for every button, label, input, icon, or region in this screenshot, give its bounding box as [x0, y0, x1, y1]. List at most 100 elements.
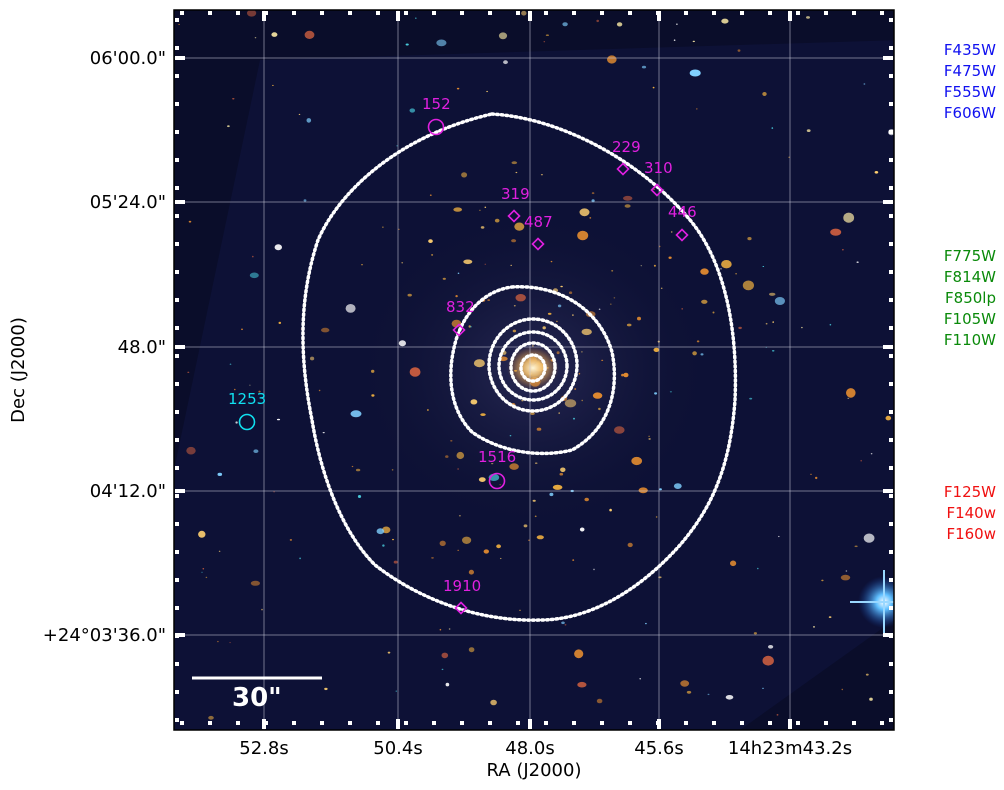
frame-tick — [889, 354, 893, 358]
frame-tick — [600, 11, 604, 15]
galaxy — [737, 49, 741, 52]
galaxy — [692, 351, 697, 356]
galaxy — [511, 239, 517, 243]
galaxy — [448, 628, 451, 630]
galaxy — [639, 678, 641, 680]
frame-tick — [572, 11, 576, 15]
galaxy — [860, 459, 862, 462]
galaxy — [515, 171, 518, 174]
diamond-marker — [454, 601, 468, 615]
galaxy — [249, 272, 259, 279]
galaxy — [463, 259, 473, 265]
frame-tick — [880, 721, 884, 725]
frame-tick — [175, 242, 179, 246]
galaxy — [510, 264, 512, 266]
frame-tick — [376, 11, 380, 15]
circle-marker — [238, 413, 256, 431]
galaxy — [616, 22, 623, 27]
galaxy — [441, 668, 444, 671]
galaxy — [581, 351, 583, 353]
object-marker-487: 487 — [524, 213, 553, 251]
galaxy — [593, 568, 595, 571]
galaxy — [556, 320, 558, 322]
galaxy — [201, 571, 203, 573]
galaxy — [250, 580, 260, 586]
y-tick-label: 04'12.0" — [90, 481, 166, 502]
galaxy — [229, 363, 232, 365]
frame-tick — [889, 690, 893, 694]
frame-tick — [889, 326, 893, 330]
galaxy — [457, 468, 459, 470]
galaxy — [198, 530, 206, 538]
galaxy — [856, 261, 859, 263]
galaxy — [247, 10, 257, 17]
galaxy — [490, 699, 497, 706]
galaxy — [614, 426, 625, 434]
frame-tick — [292, 721, 296, 725]
galaxy — [512, 329, 517, 333]
frame-tick — [889, 718, 893, 722]
filter-label-blue: F606W — [944, 104, 996, 122]
frame-tick — [460, 11, 464, 15]
galaxy — [345, 304, 356, 313]
galaxy — [863, 533, 875, 543]
galaxy — [461, 172, 468, 178]
galaxy — [205, 576, 208, 579]
galaxy — [558, 412, 560, 414]
galaxy — [771, 127, 774, 129]
galaxy — [689, 69, 701, 77]
object-marker-832: 832 — [446, 298, 475, 337]
galaxy — [453, 207, 463, 212]
galaxy — [640, 265, 643, 267]
filter-label-green: F110W — [944, 331, 996, 349]
frame-tick — [348, 11, 352, 15]
y-tick-label: 06'00.0" — [90, 48, 166, 69]
galaxy — [830, 228, 842, 236]
major-tick — [175, 200, 185, 204]
galaxy — [450, 440, 453, 442]
frame-tick — [889, 494, 893, 498]
frame-tick — [236, 721, 240, 725]
galaxy — [254, 37, 257, 39]
circle-marker — [427, 118, 445, 136]
filter-label-red: F125W — [944, 483, 996, 501]
filter-label-green: F105W — [944, 310, 996, 328]
galaxy — [409, 108, 416, 113]
galaxy — [401, 262, 404, 264]
galaxy — [738, 326, 742, 330]
galaxy — [393, 560, 398, 564]
galaxy — [442, 277, 446, 280]
galaxy — [521, 10, 527, 16]
galaxy — [304, 30, 315, 39]
galaxy — [371, 369, 375, 373]
galaxy — [407, 293, 412, 297]
galaxy — [549, 492, 554, 497]
x-tick-label: 45.6s — [634, 738, 683, 759]
galaxy — [584, 497, 589, 502]
galaxy — [569, 291, 573, 295]
galaxy — [457, 549, 460, 551]
galaxy — [692, 40, 695, 43]
galaxy — [579, 208, 590, 217]
galaxy — [415, 17, 417, 19]
galaxy — [842, 249, 844, 251]
galaxy — [445, 682, 450, 687]
galaxy — [801, 326, 803, 329]
major-tick — [788, 719, 792, 729]
galaxy — [357, 495, 362, 498]
galaxy — [771, 350, 775, 352]
galaxy — [653, 264, 656, 267]
galaxy — [429, 194, 432, 196]
galaxy — [707, 693, 710, 696]
galaxy — [840, 574, 851, 581]
galaxy — [511, 161, 518, 165]
galaxy — [648, 438, 651, 440]
galaxy — [387, 651, 391, 654]
galaxy — [581, 399, 583, 402]
object-marker-1516: 1516 — [478, 448, 516, 490]
galaxy — [747, 237, 752, 241]
frame-tick — [889, 410, 893, 414]
y-axis-label: Dec (J2000) — [8, 317, 29, 423]
galaxy — [573, 417, 575, 420]
frame-tick — [175, 270, 179, 274]
